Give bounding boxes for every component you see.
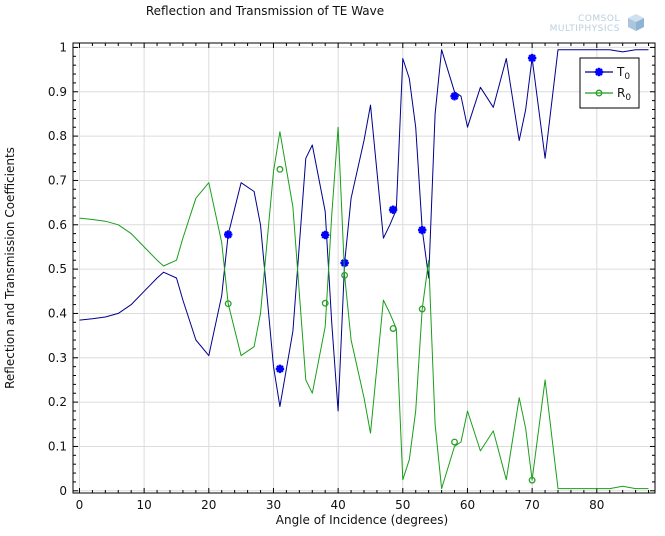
legend-box [579,57,640,109]
data-point-r0 [451,438,458,446]
logo-line-1: COMSOL [578,14,620,24]
y-tick-label: 0 [59,484,67,498]
y-tick-label: 0.3 [48,351,67,365]
x-tick-label: 40 [330,498,345,512]
data-point-r0 [341,271,349,279]
series-group [79,49,649,490]
legend-label-t0-main: T [616,65,625,79]
y-tick-label: 0.4 [48,306,67,320]
grid [73,43,655,493]
data-point-t0 [275,364,285,374]
legend-marker-t0 [594,67,604,77]
y-tick-label: 0.9 [48,85,67,99]
x-axis-label: Angle of Incidence (degrees) [276,513,449,527]
x-tick-label: 0 [76,498,84,512]
x-tick-label: 20 [201,498,216,512]
y-tick-label: 0.1 [48,439,67,453]
axis-ticks: 0 10 20 30 40 50 60 70 8000.10.20.30.40.50.60.70… [48,40,655,512]
plot-frame [72,42,656,494]
series-line-t0 [79,49,649,412]
legend-label-t0-sub: 0 [624,72,630,82]
logo-line-2: MULTIPHYSICS [550,24,620,34]
x-tick-label: 80 [589,498,604,512]
y-tick-label: 1 [59,40,67,54]
x-tick-label: 10 [136,498,151,512]
data-point-t0 [450,92,459,101]
y-tick-label: 0.5 [48,262,67,276]
data-point-r0 [321,299,329,307]
x-tick-label: 60 [460,498,475,512]
legend-marker-r0 [595,89,603,97]
x-tick-label: 50 [395,498,410,512]
cube-icon [628,14,644,31]
data-point-t0 [418,225,427,235]
y-axis-label: Reflection and Transmission Coefficients [3,147,17,389]
data-point-t0 [388,205,398,214]
data-point-r0 [528,476,536,484]
data-point-t0 [224,230,233,239]
legend-marker-shape-t0 [594,67,604,77]
x-tick-label: 30 [266,498,281,512]
legend: T0 R0 [579,57,640,109]
legend-label-t0: T0 [616,65,630,82]
x-tick-label: 70 [524,498,539,512]
y-tick-label: 0.8 [48,129,67,143]
legend-label-r0-main: R [617,86,625,100]
data-point-r0 [224,300,232,308]
data-point-r0 [418,305,426,313]
y-tick-label: 0.2 [48,395,67,409]
comsol-logo: COMSOL MULTIPHYSICS [550,14,644,34]
y-tick-label: 0.6 [48,218,67,232]
series-line-r0 [79,126,649,490]
y-tick-label: 0.7 [48,173,67,187]
data-point-r0 [276,165,284,173]
legend-label-r0-sub: 0 [625,93,631,103]
data-point-t0 [321,230,330,240]
legend-label-r0: R0 [617,86,631,103]
chart-title: Reflection and Transmission of TE Wave [146,4,384,18]
data-point-t0 [527,53,537,63]
legend-marker-shape-r0 [595,89,603,97]
data-point-r0 [389,325,397,332]
